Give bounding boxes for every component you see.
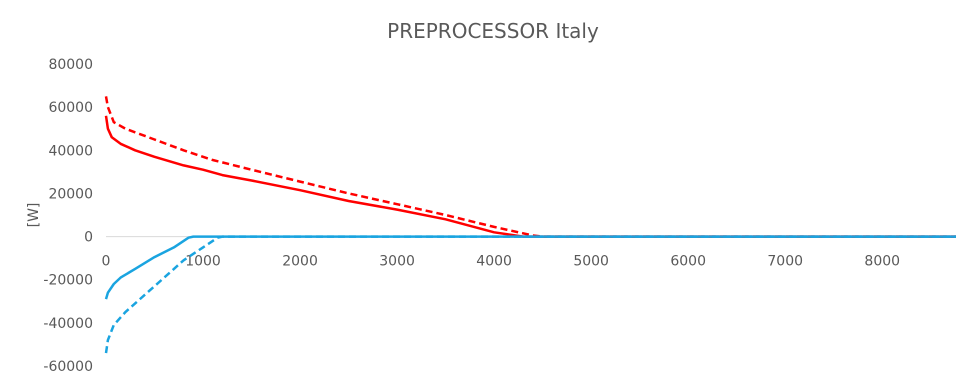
x-tick-label: 7000 (767, 254, 803, 270)
x-tick-label: 5000 (573, 254, 609, 270)
chart-title: PREPROCESSOR Italy (387, 19, 599, 43)
y-tick-label: -40000 (43, 316, 93, 332)
series-line-1 (104, 115, 956, 238)
y-axis-label: [W] (26, 203, 42, 228)
series-line-4 (104, 235, 956, 354)
y-tick-label: 40000 (48, 143, 93, 159)
y-tick-label: 20000 (48, 186, 93, 202)
x-tick-label: 1000 (185, 254, 221, 270)
x-tick-label: 0 (102, 254, 111, 270)
series-layer (104, 96, 956, 354)
y-tick-labels: 80000 60000 40000 20000 0 -20000 -40000 -60000 (43, 57, 93, 374)
y-tick-label: 80000 (48, 57, 93, 73)
x-tick-label: 8000 (864, 254, 900, 270)
y-tick-label: 0 (84, 230, 93, 246)
x-tick-label: 2000 (282, 254, 318, 270)
y-tick-label: -60000 (43, 359, 93, 374)
x-tick-labels: 0 1000 2000 3000 4000 5000 6000 7000 8000 (102, 254, 901, 270)
x-tick-label: 6000 (670, 254, 706, 270)
x-tick-label: 3000 (379, 254, 415, 270)
y-tick-label: -20000 (43, 273, 93, 289)
y-tick-label: 60000 (48, 100, 93, 116)
series-line-2 (104, 96, 956, 238)
series-line-3 (104, 235, 956, 300)
x-tick-label: 4000 (476, 254, 512, 270)
